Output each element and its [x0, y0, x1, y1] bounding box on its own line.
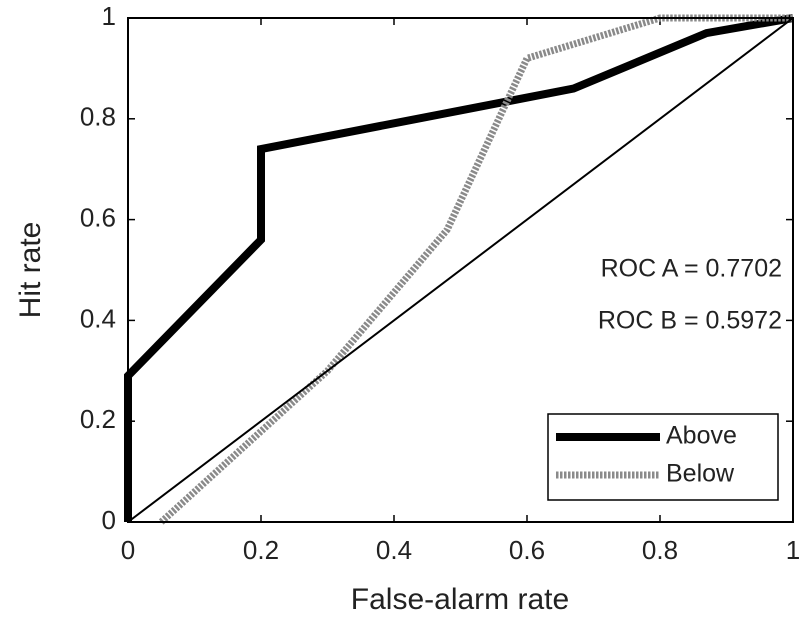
- legend-label: Below: [666, 460, 735, 488]
- x-tick-label: 0: [121, 535, 135, 565]
- x-tick-label: 0.4: [376, 535, 412, 565]
- x-tick-label: 1: [786, 535, 800, 565]
- x-tick-label: 0.8: [642, 535, 678, 565]
- y-tick-label: 1: [102, 1, 116, 31]
- y-tick-label: 0: [102, 505, 116, 535]
- plot-frame: [127, 17, 794, 523]
- legend-label: Above: [666, 422, 737, 450]
- annotation: ROC A = 0.7702: [601, 255, 782, 283]
- y-tick-label: 0.6: [80, 202, 116, 232]
- series-line: [158, 14, 793, 525]
- x-axis-label: False-alarm rate: [351, 583, 569, 616]
- annotation: ROC B = 0.5972: [598, 307, 782, 335]
- series-line: [127, 17, 794, 523]
- y-tick-label: 0.4: [80, 303, 116, 333]
- legend-box: [547, 413, 779, 501]
- x-tick-label: 0.6: [509, 535, 545, 565]
- y-axis-label: Hit rate: [14, 222, 47, 319]
- y-tick-label: 0.2: [80, 404, 116, 434]
- y-tick-label: 0.8: [80, 102, 116, 132]
- x-tick-label: 0.2: [243, 535, 279, 565]
